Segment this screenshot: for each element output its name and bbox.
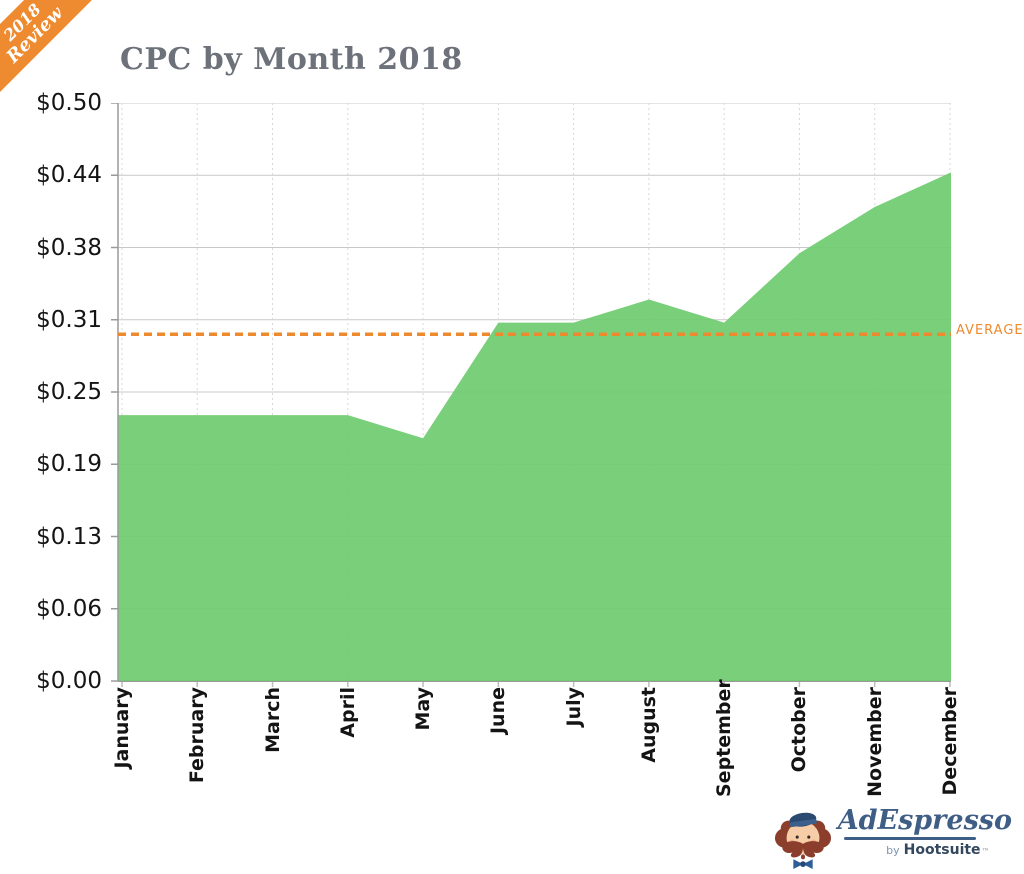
x-axis-label: August	[637, 687, 660, 763]
x-axis-label: May	[412, 687, 435, 731]
x-axis-label: June	[487, 687, 510, 735]
brand-wordmark: AdEspresso	[837, 805, 1012, 836]
adespresso-mascot-icon	[774, 808, 832, 870]
cpc-area-chart: AVERAGE $0.50 $0.44 $0.38 $0.31 $0.25 $0.19 $0…	[36, 90, 1024, 797]
y-axis-label: $0.06	[36, 595, 102, 622]
y-axis-label: $0.13	[36, 523, 102, 550]
x-axis-label: September	[713, 679, 736, 797]
brand-underline-swash	[843, 837, 976, 840]
x-axis-label: March	[261, 687, 284, 753]
x-axis-label: July	[562, 687, 585, 727]
brand-subline: by Hootsuite ™	[838, 842, 1012, 858]
y-axis-label: $0.19	[36, 451, 102, 478]
y-axis-label: $0.38	[36, 234, 102, 261]
average-line-label: AVERAGE	[956, 323, 1024, 338]
y-axis-label: $0.44	[36, 162, 102, 189]
plot-canvas	[111, 103, 951, 687]
y-axis-label: $0.50	[36, 90, 102, 116]
adespresso-logo: AdEspresso by Hootsuite ™	[774, 806, 1012, 870]
x-axis-label: April	[336, 687, 359, 738]
chart-title: CPC by Month 2018	[120, 42, 463, 77]
x-axis-label: February	[186, 687, 209, 784]
y-axis-label: $0.31	[36, 306, 102, 333]
y-axis-label: $0.00	[36, 668, 102, 694]
hootsuite-text: Hootsuite	[903, 842, 981, 858]
by-text: by	[886, 844, 900, 857]
x-axis-label: October	[788, 687, 811, 773]
y-axis-label: $0.25	[36, 379, 102, 405]
x-axis-label: January	[111, 687, 133, 769]
x-axis-label: November	[863, 687, 886, 797]
trademark-symbol: ™	[981, 847, 990, 856]
x-axis-label: December	[938, 687, 961, 796]
